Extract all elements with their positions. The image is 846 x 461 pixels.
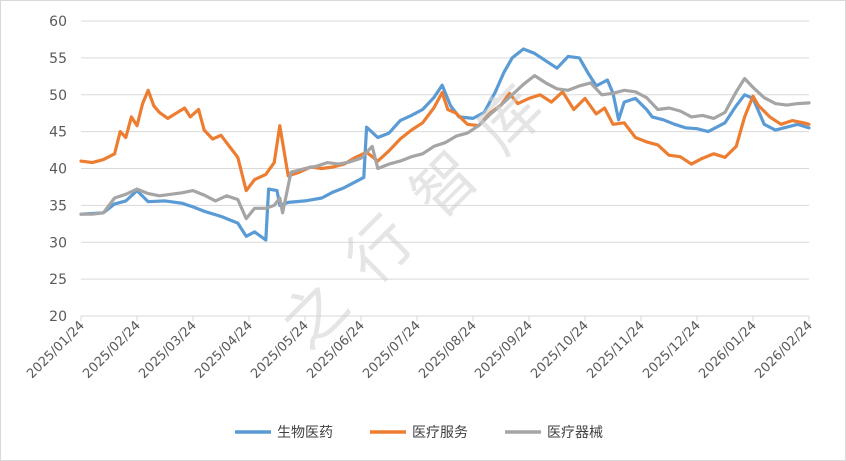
gridlines: [81, 20, 809, 317]
x-tick-label: 2026/02/24: [752, 318, 816, 382]
series-lines: [79, 47, 811, 242]
x-tick-label: 2025/01/24: [24, 318, 88, 382]
x-tick-label: 2026/01/24: [696, 318, 760, 382]
y-tick-label: 20: [49, 309, 67, 325]
watermark-char: 智: [397, 137, 492, 232]
y-tick-label: 40: [49, 162, 67, 178]
x-tick-label: 2025/11/24: [584, 318, 648, 382]
series-line: [79, 74, 811, 221]
y-tick-label: 45: [49, 125, 67, 141]
legend-label: 医疗服务: [412, 425, 468, 441]
y-tick-label: 55: [49, 51, 67, 67]
legend: 生物医药 医疗服务 医疗器械: [235, 425, 603, 441]
y-tick-label: 25: [49, 272, 67, 288]
legend-label: 医疗器械: [547, 425, 603, 441]
x-tick-label: 2025/10/24: [528, 318, 592, 382]
watermark-char: 行: [332, 202, 427, 297]
x-tick-label: 2025/08/24: [416, 318, 480, 382]
y-tick-label: 60: [49, 14, 67, 30]
series-line: [79, 88, 811, 193]
watermark-char: 库: [462, 72, 557, 167]
x-tick-label: 2025/12/24: [640, 318, 704, 382]
legend-label: 生物医药: [277, 425, 333, 441]
y-tick-label: 35: [49, 198, 67, 214]
x-tick-label: 2025/09/24: [472, 318, 536, 382]
y-tick-label: 50: [49, 88, 67, 104]
y-tick-label: 30: [49, 235, 67, 251]
x-tick-label: 2025/02/24: [80, 318, 144, 382]
x-tick-label: 2025/07/24: [360, 318, 424, 382]
x-axis-ticks: 2025/01/242025/02/242025/03/242025/04/24…: [24, 316, 816, 382]
x-tick-label: 2025/03/24: [136, 318, 200, 382]
x-tick-label: 2025/04/24: [192, 318, 256, 382]
y-axis-ticks: 20 25 30 35 40 45 50 55 60: [49, 14, 67, 325]
